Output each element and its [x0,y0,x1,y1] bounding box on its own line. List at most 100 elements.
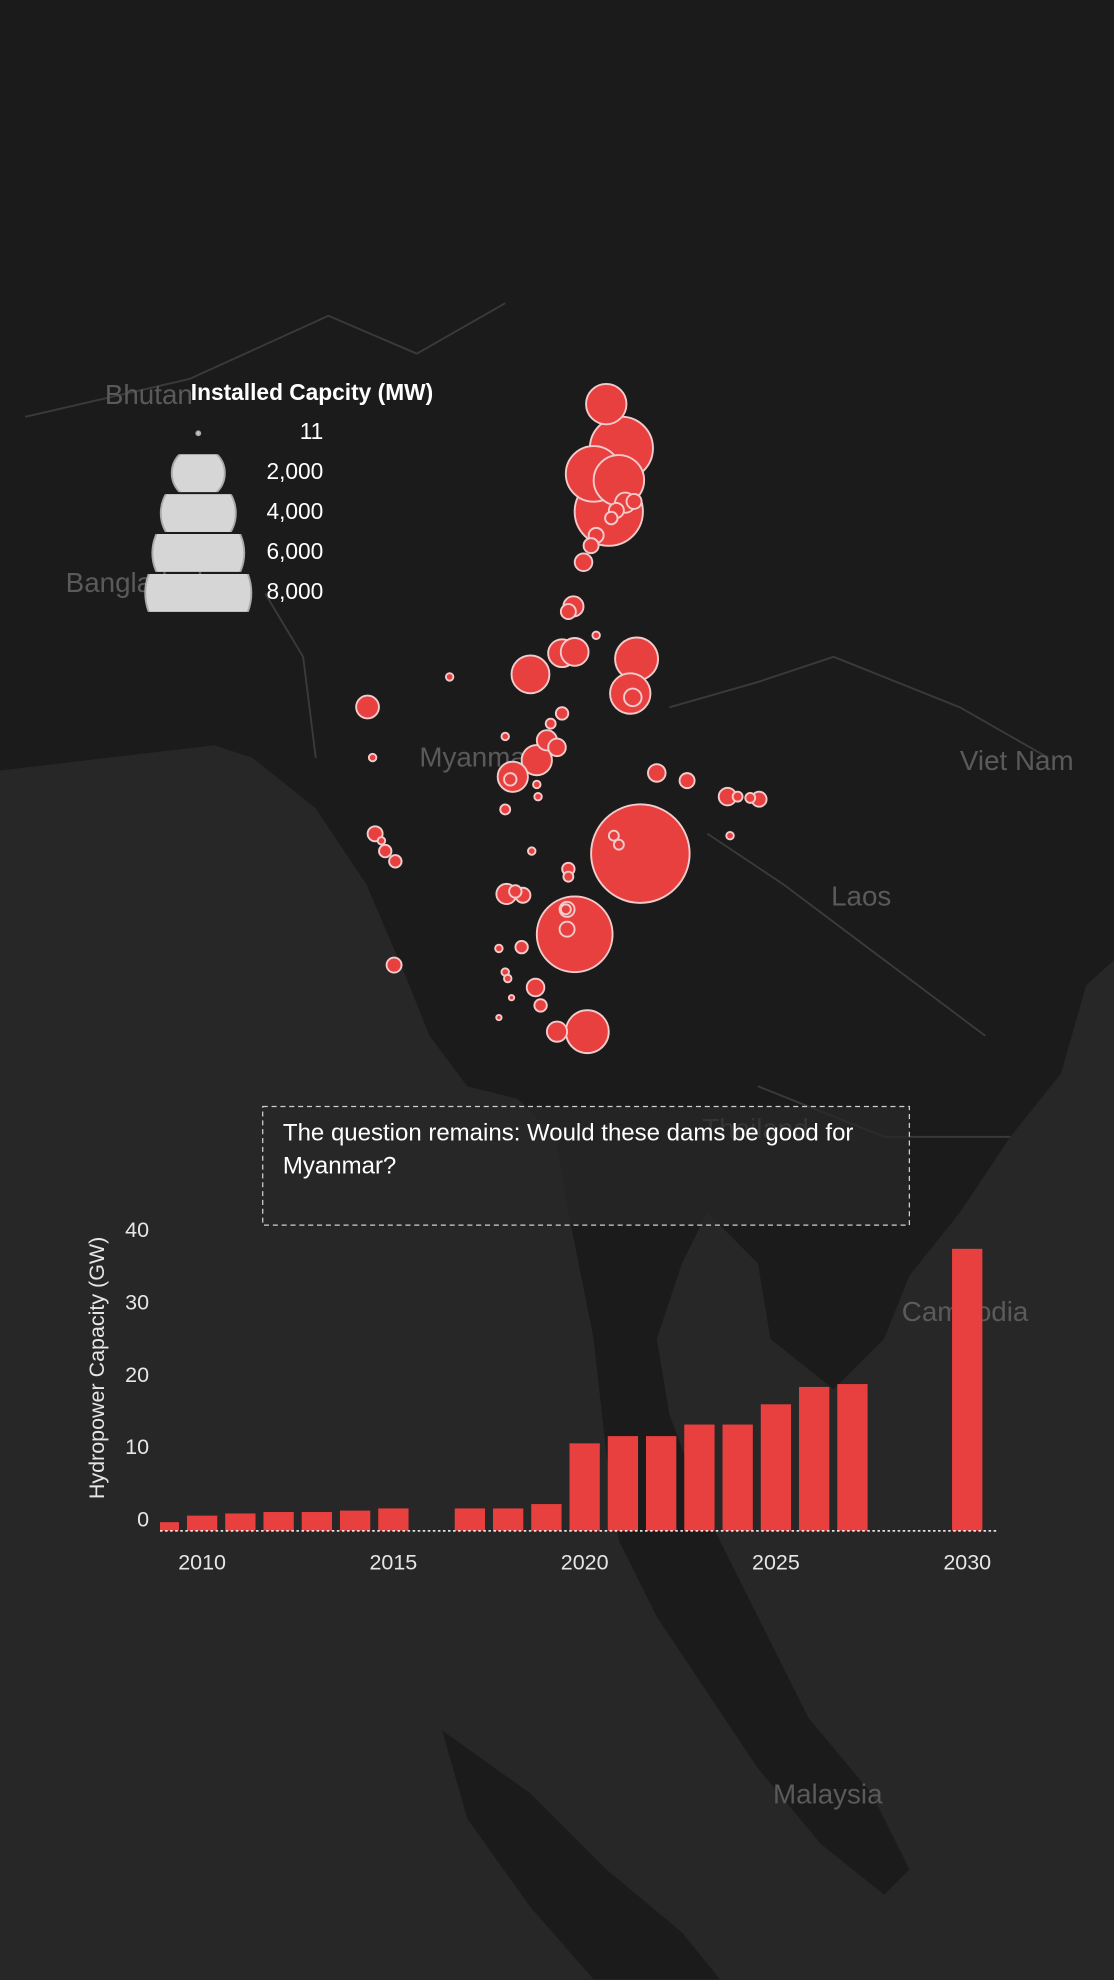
legend-label: 11 [300,418,324,444]
dam-bubble [559,603,577,621]
bar [952,1248,983,1531]
dam-bubble [494,943,504,954]
dam-bubble [520,744,553,777]
legend-bubble [195,430,202,437]
y-tick-label: 10 [125,1435,149,1459]
dam-bubble [731,790,744,803]
map-label: Laos [831,880,891,911]
dam-bubble [554,706,570,721]
x-tick-label: 2025 [752,1550,800,1574]
bar [531,1504,562,1531]
dam-bubble [507,994,516,1002]
bar [569,1443,600,1531]
dam-bubble [514,939,529,955]
dam-bubble [558,920,576,938]
dam-bubble [388,854,403,869]
bar [799,1386,830,1531]
legend-label: 6,000 [266,538,323,564]
island [442,1730,720,1980]
y-tick-label: 30 [125,1290,149,1314]
dam-bubble [559,637,590,667]
dam-bubble [725,831,735,841]
dam-bubble [508,884,523,899]
dam-bubble [500,731,510,742]
legend-bubble [159,494,237,533]
x-tick-label: 2010 [178,1550,226,1574]
legend-label: 2,000 [266,458,323,484]
dam-bubble [527,846,537,856]
border-lines [25,302,1049,1138]
dam-bubble [564,1009,610,1055]
bubble-layer [355,382,768,1055]
dam-bubble [744,792,757,804]
dam-bubble [495,1013,503,1022]
dam-bubble [367,752,378,763]
bar [722,1424,753,1531]
x-tick-label: 2030 [943,1550,991,1574]
map-label: Malaysia [773,1778,883,1809]
dam-bubble [499,803,512,816]
dam-bubble [533,998,548,1013]
y-tick-label: 20 [125,1363,149,1387]
bar [263,1512,294,1531]
dam-bubble [525,977,546,998]
bars [160,1248,983,1531]
bar [301,1512,333,1531]
annotation: The question remains: Would these dams b… [262,1105,911,1226]
y-axis-title: Hydropower Capacity (GW) [85,1237,109,1499]
dam-bubble [503,772,518,787]
dam-bubble [590,803,691,904]
bar [160,1522,180,1531]
legend-bubble [170,454,226,493]
annotation-box [262,1105,911,1226]
dam-bubble [625,492,643,510]
map-label: Viet Nam [960,745,1074,776]
dam-bubble [376,836,387,846]
dam-bubble [573,552,594,573]
dam-bubble [547,737,567,758]
dam-bubble [444,672,455,682]
annotation-text: The question remains: Would these dams b… [282,1120,854,1180]
y-tick-label: 0 [137,1507,149,1531]
bar [607,1436,639,1531]
dam-bubble [607,829,620,842]
bar [186,1515,218,1531]
dam-bubble [623,687,643,708]
dam-bubble [591,630,601,640]
dam-bubble [585,382,628,426]
dam-bubble [535,895,614,974]
y-tick-label: 40 [125,1218,149,1242]
annotation-wrap: The question remains: Would these dams b… [282,1120,854,1180]
x-tick-label: 2020 [561,1550,609,1574]
dam-bubble [582,537,600,555]
bar [837,1384,868,1531]
legend-bubble [144,573,253,612]
dam-bubble [647,763,667,783]
bar [378,1508,409,1531]
dam-bubble [545,1020,569,1043]
dam-bubble [544,717,557,730]
size-legend: Installed Capcity (MW) 11 2,000 4,000 6,000… [144,379,433,612]
dam-bubble [612,838,625,851]
dam-bubble [378,843,393,859]
dam-bubble [604,510,619,526]
bar [454,1508,486,1531]
dam-bubble [678,772,696,790]
dam-bubble [385,956,403,974]
dam-bubble [532,779,542,790]
bar [225,1513,256,1531]
dam-bubble [559,903,572,916]
legend-label: 8,000 [266,578,323,604]
bar [492,1508,524,1531]
dam-bubble [355,694,380,720]
dam-bubble [562,870,575,883]
legend-bubble [151,534,246,572]
bar [339,1510,371,1531]
x-tick-label: 2015 [369,1550,417,1574]
bar [760,1404,792,1531]
legend-title: Installed Capcity (MW) [191,379,433,405]
dam-bubble [503,973,513,984]
